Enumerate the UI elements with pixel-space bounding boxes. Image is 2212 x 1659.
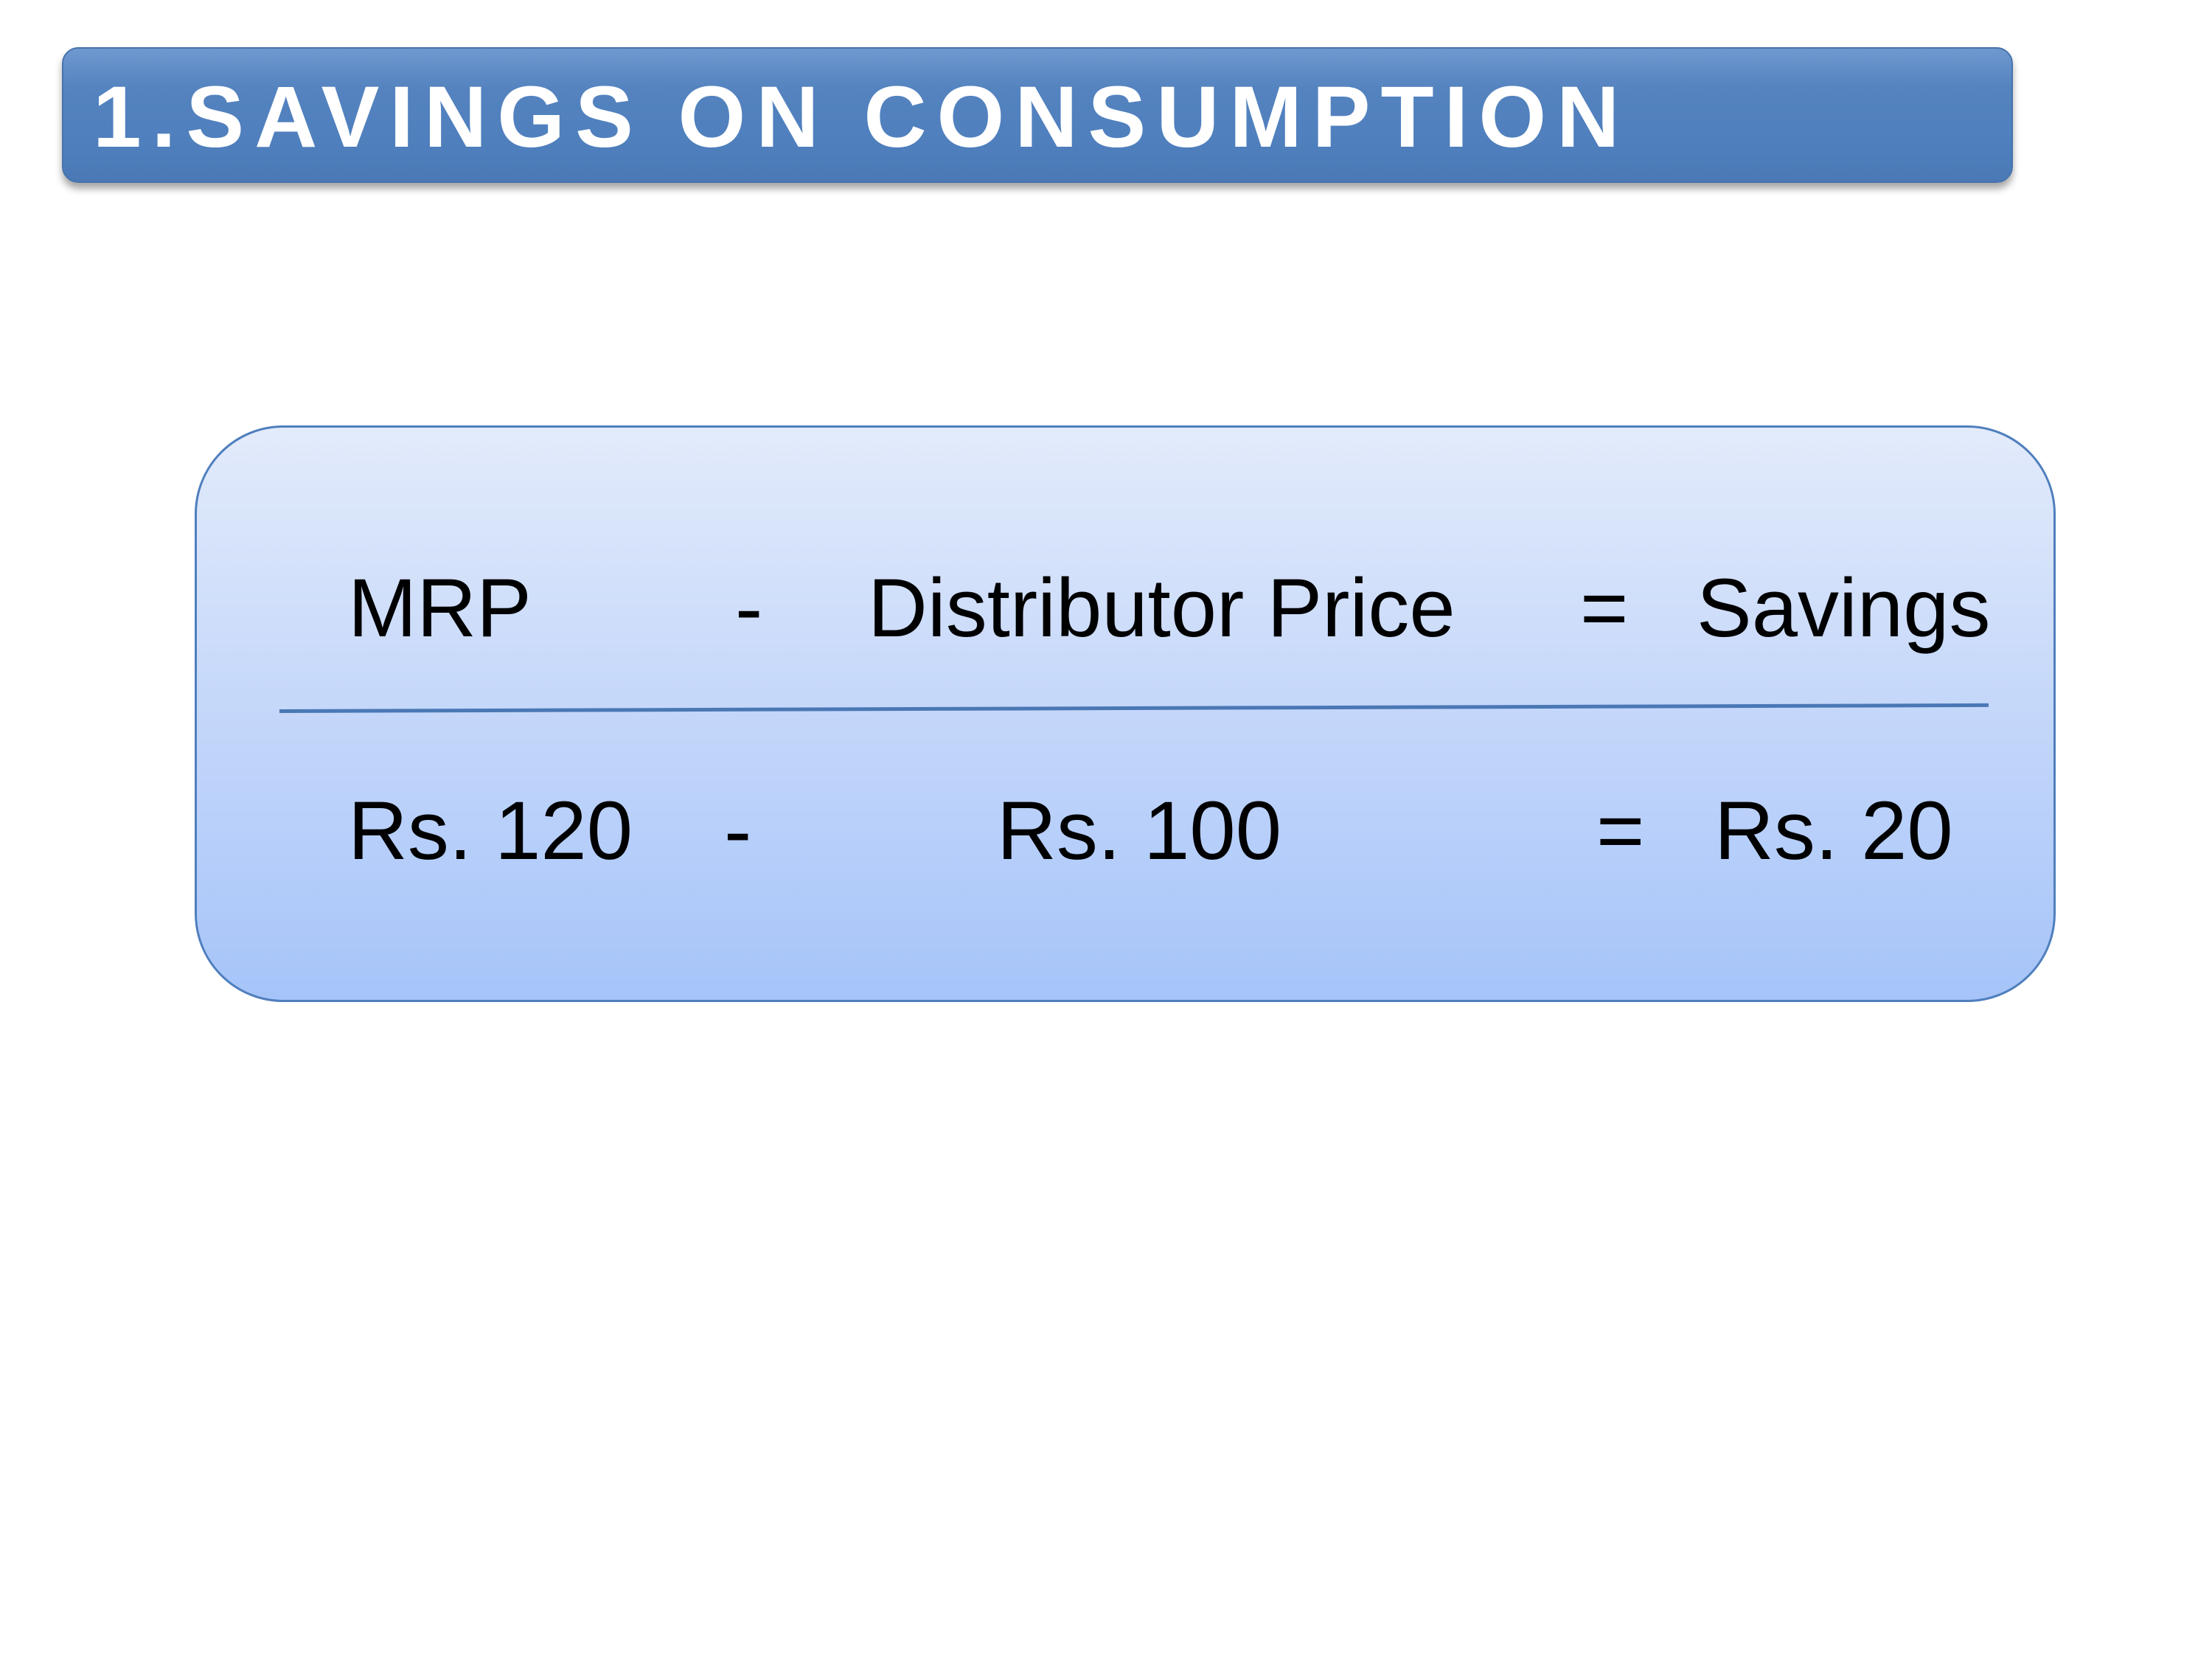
slide-title: 1.SAVINGS ON CONSUMPTION [93,69,1630,166]
formula-divider [279,703,1989,713]
title-banner: 1.SAVINGS ON CONSUMPTION [62,47,2013,183]
formula-term-mrp: MRP [348,562,532,654]
formula-result-savings: Savings [1697,562,1991,654]
value-distributor-price: Rs. 100 [997,785,1281,877]
formula-minus-operator: - [735,562,763,654]
value-savings: Rs. 20 [1714,785,1953,877]
value-mrp: Rs. 120 [348,785,633,877]
formula-equals-operator: = [1580,562,1629,654]
value-equals-operator: = [1596,785,1645,877]
formula-box: MRP - Distributor Price = Savings Rs. 12… [195,425,2056,1002]
formula-term-distributor-price: Distributor Price [868,562,1455,654]
value-minus-operator: - [724,785,752,877]
